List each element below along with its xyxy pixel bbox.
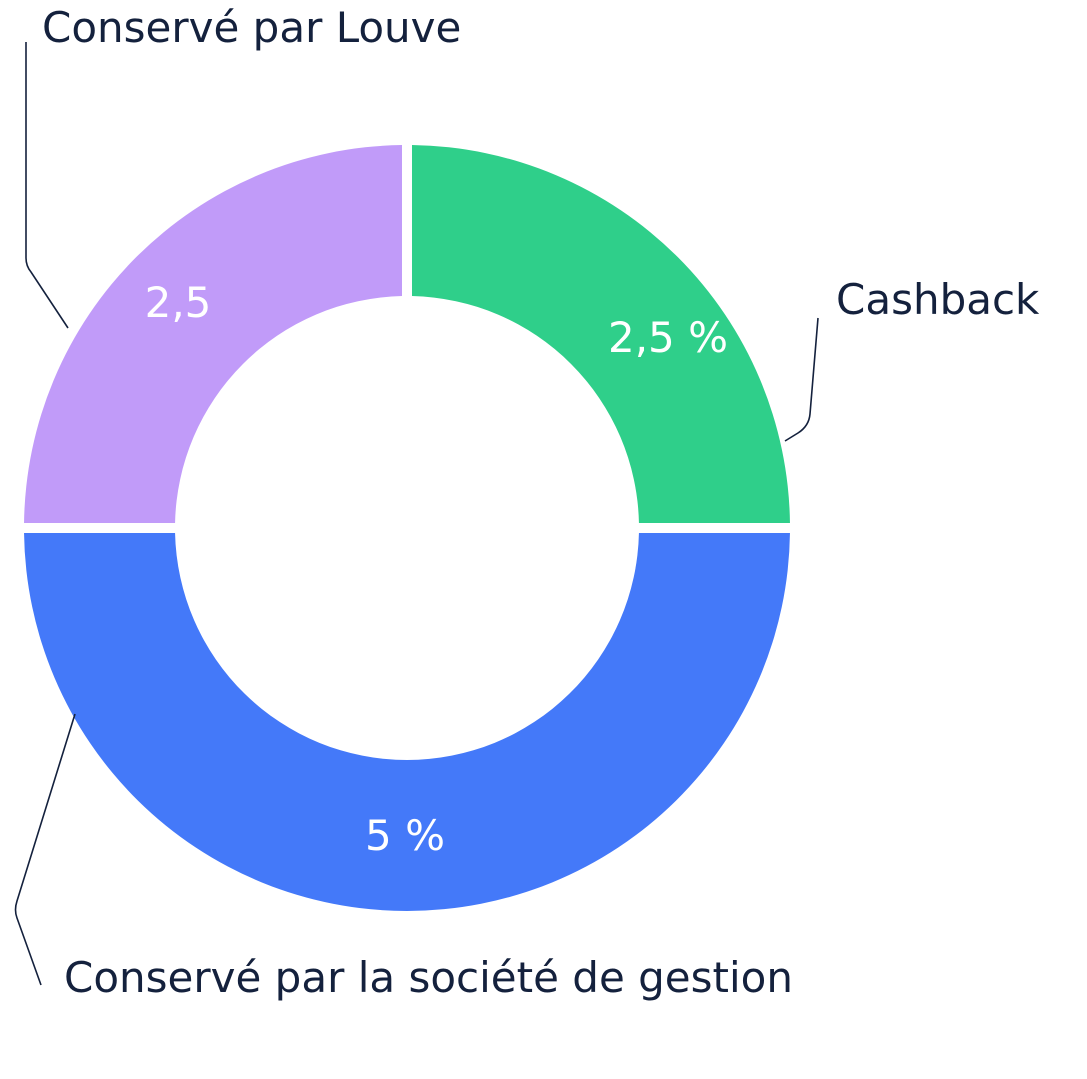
category-label-louve: Conservé par Louve [42,3,461,52]
category-label-societe-de-gestion: Conservé par la société de gestion [64,953,793,1002]
slice-label-societe-de-gestion: 5 % [365,811,445,860]
donut-slices [24,145,790,911]
slice-louve [24,145,403,524]
leader-line-societe-de-gestion [14,713,76,986]
slice-label-cashback: 2,5 % [608,313,728,362]
slice-societe-de-gestion [24,532,790,911]
slice-label-louve: 2,5 [145,278,212,327]
category-label-cashback: Cashback [836,275,1040,324]
slice-cashback [411,145,790,524]
leader-line-louve [25,42,69,329]
leader-line-cashback [784,317,819,442]
